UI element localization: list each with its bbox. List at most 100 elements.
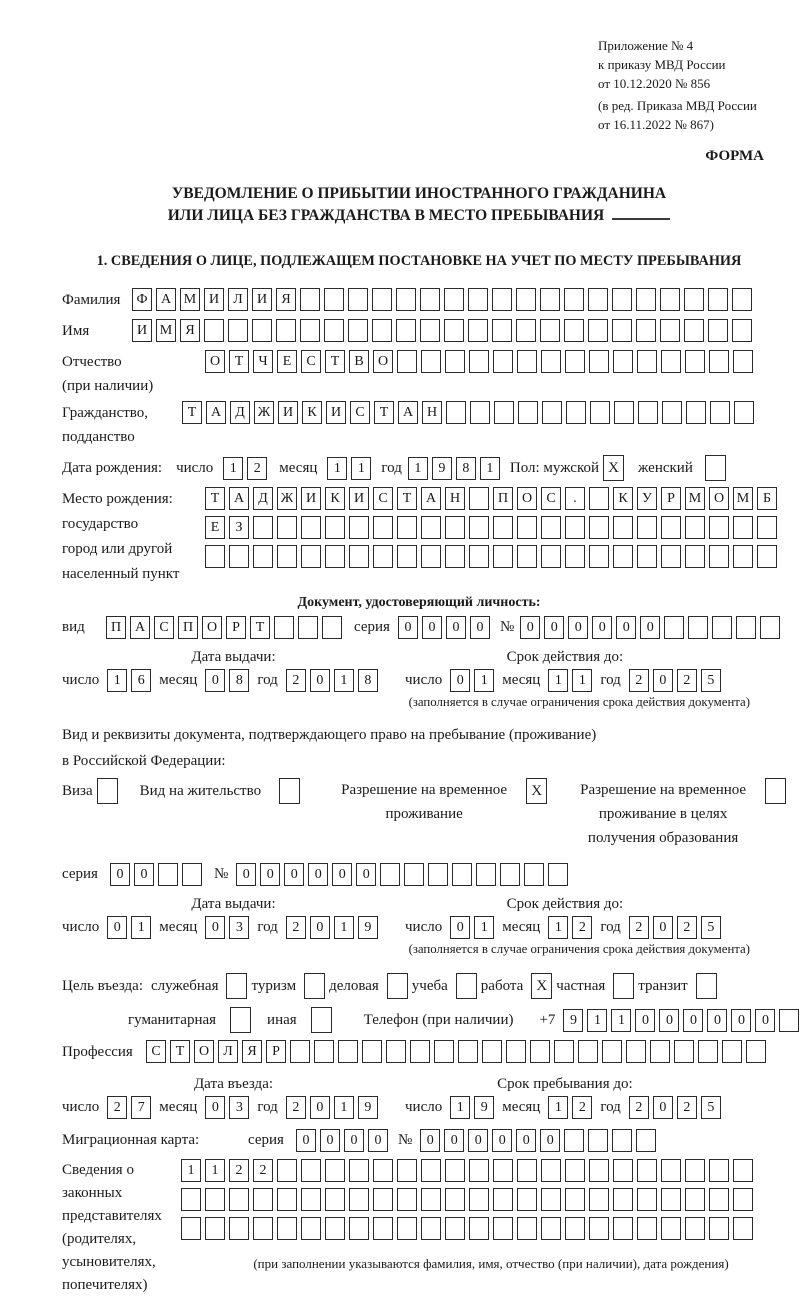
char-box[interactable]: 0 xyxy=(260,862,281,886)
char-box[interactable]: Д xyxy=(253,487,273,510)
char-box[interactable] xyxy=(685,1217,705,1240)
char-box[interactable] xyxy=(386,1040,406,1063)
char-box[interactable]: Я xyxy=(276,288,296,311)
char-box[interactable]: 1 xyxy=(333,669,354,692)
char-box[interactable] xyxy=(564,319,584,342)
char-box[interactable] xyxy=(404,862,425,886)
char-box[interactable] xyxy=(548,862,569,886)
char-box[interactable]: Т xyxy=(250,615,270,639)
char-box[interactable] xyxy=(733,1188,753,1211)
char-box[interactable] xyxy=(566,401,586,424)
char-box[interactable] xyxy=(722,1040,742,1063)
char-box[interactable] xyxy=(708,319,728,342)
char-box[interactable] xyxy=(564,1128,585,1152)
char-box[interactable] xyxy=(349,1217,369,1240)
char-box[interactable] xyxy=(445,1159,465,1182)
char-box[interactable] xyxy=(181,1217,201,1240)
char-box[interactable]: А xyxy=(206,401,226,424)
char-box[interactable] xyxy=(698,1040,718,1063)
char-box[interactable] xyxy=(253,1188,273,1211)
char-box[interactable] xyxy=(372,319,392,342)
char-box[interactable] xyxy=(674,1040,694,1063)
char-box[interactable] xyxy=(589,487,609,510)
char-box[interactable] xyxy=(614,401,634,424)
char-box[interactable]: Е xyxy=(277,350,297,373)
char-box[interactable]: 0 xyxy=(659,1008,680,1032)
char-box[interactable]: 1 xyxy=(587,1008,608,1032)
char-box[interactable] xyxy=(325,1159,345,1182)
char-box[interactable]: 0 xyxy=(616,615,637,639)
char-box[interactable] xyxy=(541,516,561,539)
char-box[interactable]: И xyxy=(326,401,346,424)
char-box[interactable]: 0 xyxy=(652,669,673,692)
char-box[interactable] xyxy=(492,288,512,311)
char-box[interactable] xyxy=(602,1040,622,1063)
char-box[interactable]: 9 xyxy=(474,1096,495,1119)
char-box[interactable] xyxy=(301,545,321,568)
char-box[interactable]: С xyxy=(541,487,561,510)
char-box[interactable] xyxy=(542,401,562,424)
char-box[interactable] xyxy=(661,1188,681,1211)
char-box[interactable]: 1 xyxy=(474,916,495,939)
char-box[interactable]: 0 xyxy=(755,1008,776,1032)
char-box[interactable]: У xyxy=(637,487,657,510)
char-box[interactable]: 0 xyxy=(205,669,226,692)
char-box[interactable] xyxy=(734,401,754,424)
char-box[interactable]: 0 xyxy=(592,615,613,639)
char-box[interactable] xyxy=(324,319,344,342)
char-box[interactable] xyxy=(733,350,753,373)
char-box[interactable]: 1 xyxy=(611,1008,632,1032)
char-box[interactable] xyxy=(349,1188,369,1211)
char-box[interactable] xyxy=(421,1217,441,1240)
char-box[interactable] xyxy=(301,1217,321,1240)
char-box[interactable]: 0 xyxy=(516,1128,537,1152)
char-box[interactable] xyxy=(613,350,633,373)
char-box[interactable] xyxy=(205,545,225,568)
char-box[interactable] xyxy=(516,288,536,311)
char-box[interactable] xyxy=(757,545,777,568)
char-box[interactable]: 2 xyxy=(247,456,268,480)
purpose-sluzhebnaya-checkbox[interactable] xyxy=(226,973,248,999)
char-box[interactable] xyxy=(661,516,681,539)
char-box[interactable]: 0 xyxy=(683,1008,704,1032)
char-box[interactable] xyxy=(229,545,249,568)
char-box[interactable] xyxy=(325,1217,345,1240)
sex-male-checkbox[interactable]: X xyxy=(603,455,625,481)
char-box[interactable]: К xyxy=(325,487,345,510)
char-box[interactable] xyxy=(612,1128,633,1152)
char-box[interactable] xyxy=(205,1217,225,1240)
char-box[interactable]: Я xyxy=(180,319,200,342)
char-box[interactable]: О xyxy=(205,350,225,373)
char-box[interactable] xyxy=(252,319,272,342)
char-box[interactable] xyxy=(612,319,632,342)
char-box[interactable]: 0 xyxy=(109,862,130,886)
char-box[interactable] xyxy=(397,1217,417,1240)
char-box[interactable] xyxy=(301,1159,321,1182)
char-box[interactable] xyxy=(493,1217,513,1240)
char-box[interactable]: 0 xyxy=(544,615,565,639)
char-box[interactable]: 1 xyxy=(181,1159,201,1182)
char-box[interactable] xyxy=(396,288,416,311)
char-box[interactable]: 9 xyxy=(563,1008,584,1032)
char-box[interactable]: 1 xyxy=(479,456,500,480)
char-box[interactable] xyxy=(324,288,344,311)
char-box[interactable]: П xyxy=(178,615,198,639)
char-box[interactable]: 2 xyxy=(628,1096,649,1119)
char-box[interactable]: 2 xyxy=(107,1096,128,1119)
char-box[interactable] xyxy=(779,1008,800,1032)
char-box[interactable]: 6 xyxy=(131,669,152,692)
char-box[interactable]: А xyxy=(421,487,441,510)
char-box[interactable] xyxy=(664,615,685,639)
char-box[interactable]: 1 xyxy=(333,916,354,939)
char-box[interactable]: А xyxy=(156,288,176,311)
char-box[interactable]: О xyxy=(517,487,537,510)
char-box[interactable] xyxy=(322,615,342,639)
purpose-inaya-checkbox[interactable] xyxy=(310,1007,332,1033)
char-box[interactable]: 0 xyxy=(450,916,471,939)
char-box[interactable] xyxy=(736,615,757,639)
char-box[interactable] xyxy=(397,350,417,373)
char-box[interactable]: 0 xyxy=(420,1128,441,1152)
char-box[interactable] xyxy=(476,862,497,886)
char-box[interactable] xyxy=(626,1040,646,1063)
char-box[interactable]: 0 xyxy=(635,1008,656,1032)
